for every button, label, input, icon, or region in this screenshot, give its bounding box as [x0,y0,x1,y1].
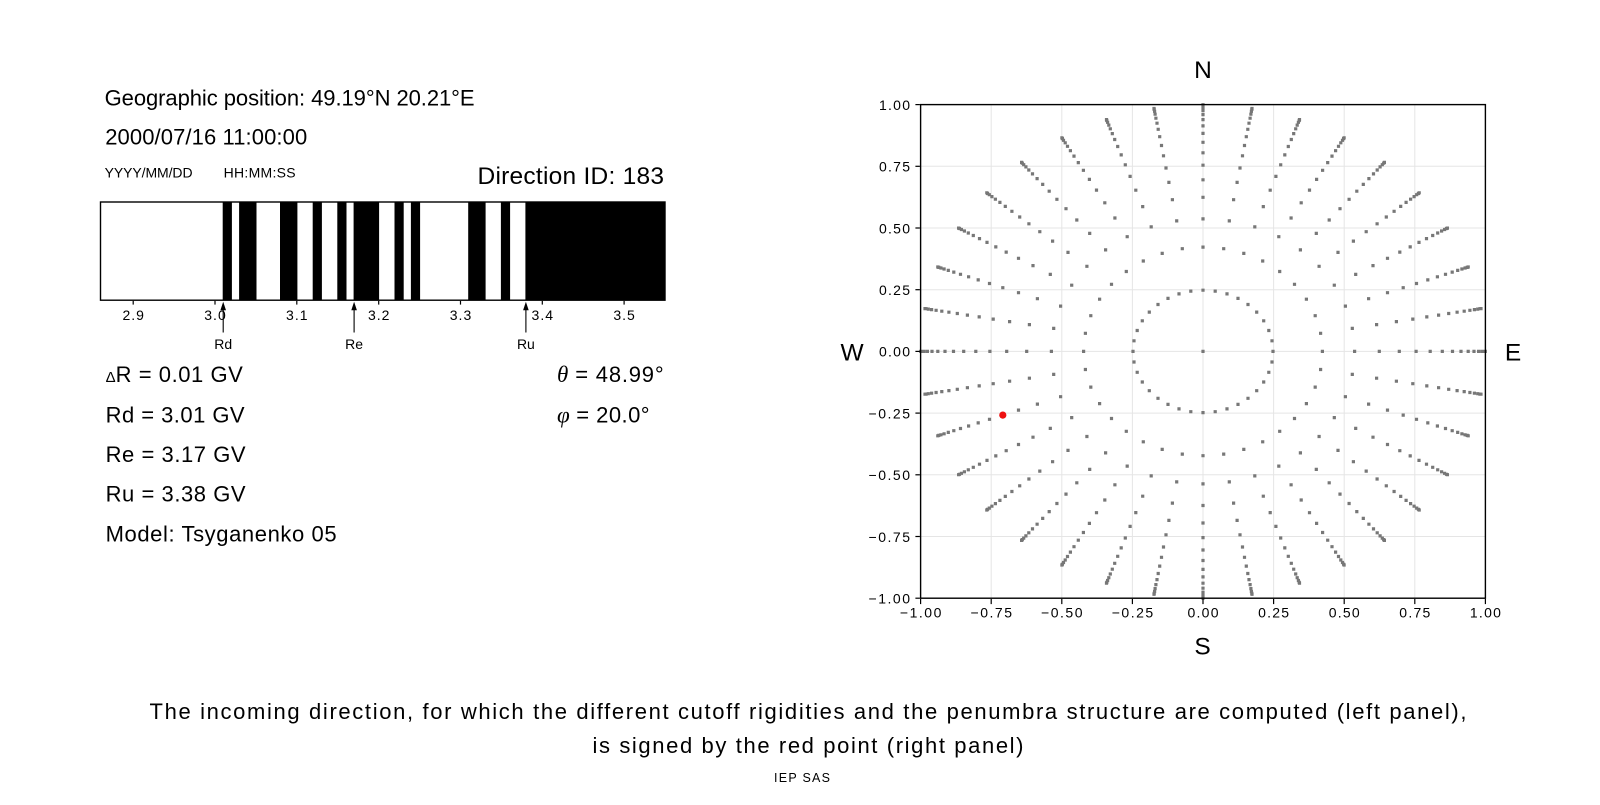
svg-text:YYYY/MM/DD: YYYY/MM/DD [105,164,193,180]
svg-text:−0.75: −0.75 [869,529,911,545]
svg-text:E: E [1505,340,1521,367]
svg-text:0.50: 0.50 [1329,605,1360,621]
svg-text:ΔR = 0.01 GV: ΔR = 0.01 GV [106,362,244,387]
svg-text:N: N [1194,57,1212,84]
svg-text:Rd = 3.01 GV: Rd = 3.01 GV [106,402,245,427]
svg-text:3.4: 3.4 [532,307,554,323]
svg-text:−0.50: −0.50 [869,467,911,483]
svg-text:Re = 3.17 GV: Re = 3.17 GV [106,442,246,467]
svg-text:0.50: 0.50 [879,220,910,236]
svg-text:Ru = 3.38 GV: Ru = 3.38 GV [106,482,246,507]
svg-text:Direction ID: 183: Direction ID: 183 [478,163,665,190]
svg-text:−0.50: −0.50 [1041,605,1083,621]
svg-text:1.00: 1.00 [1470,605,1501,621]
svg-text:0.25: 0.25 [1258,605,1289,621]
svg-text:The incoming direction, for wh: The incoming direction, for which the di… [150,699,1467,724]
svg-text:2000/07/16 11:00:00: 2000/07/16 11:00:00 [105,124,307,149]
svg-text:3.0: 3.0 [204,307,226,323]
svg-text:−1.00: −1.00 [900,605,942,621]
svg-text:3.5: 3.5 [613,307,635,323]
svg-text:0.00: 0.00 [1188,605,1219,621]
svg-text:−0.25: −0.25 [869,405,911,421]
svg-text:−0.75: −0.75 [971,605,1013,621]
svg-text:0.75: 0.75 [1399,605,1430,621]
svg-text:Rd: Rd [214,336,232,352]
svg-text:0.25: 0.25 [879,282,910,298]
svg-text:1.00: 1.00 [879,97,910,113]
svg-text:Model: Tsyganenko 05: Model: Tsyganenko 05 [106,521,337,546]
svg-text:−1.00: −1.00 [869,591,911,607]
svg-text:HH:MM:SS: HH:MM:SS [224,164,296,180]
svg-text:Ru: Ru [517,336,535,352]
svg-text:3.2: 3.2 [368,307,390,323]
svg-text:S: S [1194,634,1210,661]
svg-text:is signed by the red point (ri: is signed by the red point (right panel) [593,733,1024,758]
svg-text:2.9: 2.9 [122,307,144,323]
svg-text:−0.25: −0.25 [1112,605,1154,621]
svg-text:Re: Re [345,336,363,352]
svg-text:Geographic position: 49.19°N 2: Geographic position: 49.19°N 20.21°E [105,85,475,110]
svg-text:0.00: 0.00 [879,344,910,360]
svg-text:0.75: 0.75 [879,159,910,175]
svg-text:φ = 20.0°: φ = 20.0° [557,402,650,427]
svg-text:3.3: 3.3 [450,307,472,323]
svg-text:3.1: 3.1 [286,307,308,323]
svg-text:θ = 48.99°: θ = 48.99° [557,362,664,387]
svg-text:IEP SAS: IEP SAS [774,771,830,785]
svg-text:W: W [840,340,864,367]
